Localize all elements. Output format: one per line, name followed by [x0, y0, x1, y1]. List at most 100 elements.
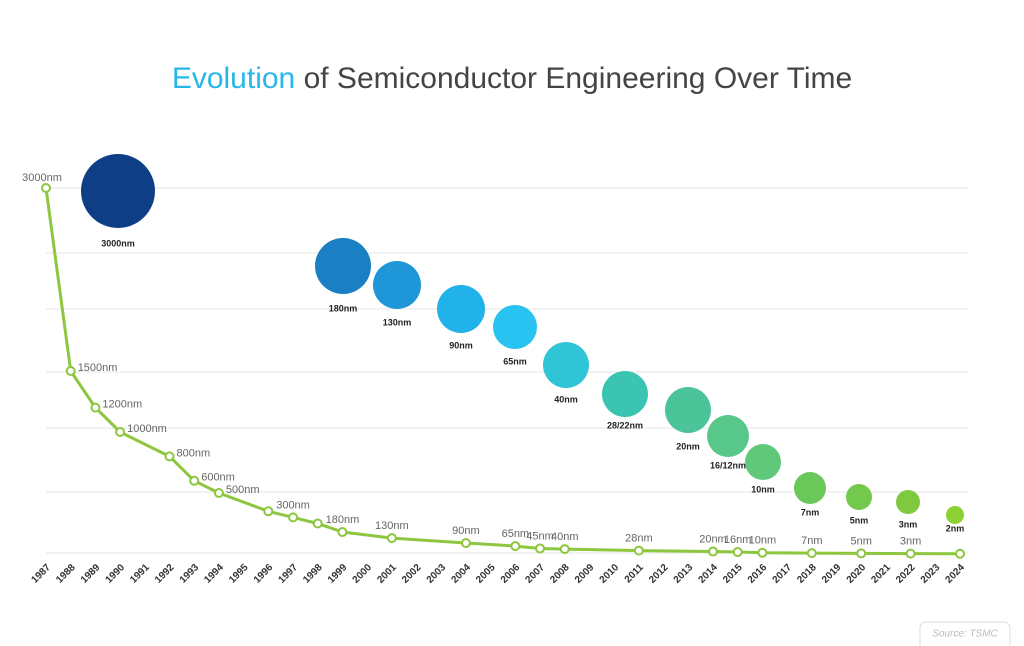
grid [46, 187, 968, 554]
x-tick-label: 2000 [351, 562, 375, 586]
bubble-label: 5nm [850, 515, 869, 525]
x-tick-label: 2009 [573, 562, 597, 586]
value-label: 28nm [625, 532, 653, 544]
x-tick-label: 1994 [202, 562, 226, 586]
bubble [946, 506, 964, 524]
point [263, 506, 274, 517]
x-tick-label: 2015 [721, 562, 745, 586]
x-tick-label: 1996 [252, 562, 276, 586]
point [732, 547, 743, 558]
x-tick-label: 1991 [128, 562, 152, 586]
x-tick-label: 2005 [474, 562, 498, 586]
point [312, 518, 323, 529]
point [65, 366, 76, 376]
bubble-label: 90nm [449, 340, 473, 350]
bubble [846, 484, 872, 510]
x-tick-label: 1998 [301, 562, 325, 586]
point [633, 545, 644, 556]
bubble-label: 130nm [383, 317, 412, 327]
point [535, 543, 546, 554]
value-label: 130nm [375, 520, 409, 532]
x-tick-label: 2016 [746, 562, 770, 586]
point [707, 546, 718, 557]
x-tick-label: 2023 [919, 562, 943, 586]
x-tick-label: 2011 [623, 562, 646, 585]
value-label: 20nm [699, 533, 727, 545]
bubble [896, 490, 920, 514]
source: Source: TSMC [932, 629, 998, 640]
x-tick-label: 2019 [820, 562, 844, 586]
value-label: 65nm [502, 528, 530, 540]
bubble-label: 16/12nm [710, 460, 746, 470]
value-label: 180nm [326, 514, 360, 526]
value-label: 500nm [226, 484, 260, 496]
point [41, 183, 51, 193]
x-tick-label: 2018 [795, 562, 819, 586]
bubble-label: 40nm [554, 394, 578, 404]
x-tick-label: 2024 [943, 562, 967, 586]
bubble-label: 10nm [751, 484, 775, 494]
bubble [665, 387, 711, 433]
bubble-label: 65nm [503, 356, 527, 366]
x-tick-label: 1990 [104, 562, 128, 586]
x-tick-label: 2002 [400, 562, 424, 586]
x-tick-label: 2006 [499, 562, 523, 586]
bubble [602, 371, 648, 417]
bubble [81, 154, 155, 228]
value-label: 1200nm [102, 399, 142, 411]
x-tick-label: 2003 [425, 562, 449, 586]
x-tick-label: 2010 [598, 562, 622, 586]
x-tick-label: 2014 [696, 562, 720, 586]
x-tick-label: 2020 [845, 562, 869, 586]
point [905, 548, 916, 559]
value-label: 800nm [177, 447, 211, 459]
value-label: 3nm [900, 536, 921, 548]
point [337, 527, 348, 538]
bubble-label: 20nm [676, 441, 700, 451]
point [559, 544, 570, 555]
bubble-label: 180nm [329, 303, 358, 313]
point [90, 402, 101, 413]
point [213, 488, 224, 498]
value-label: 1500nm [78, 362, 118, 374]
point [115, 427, 126, 437]
x-tick-label: 2007 [524, 562, 548, 586]
point [806, 548, 817, 559]
value-label: 90nm [452, 525, 480, 537]
x-tick-label: 2012 [647, 562, 671, 586]
bubble [493, 305, 537, 349]
chart-title: Evolution of Semiconductor Engineering O… [172, 62, 852, 95]
x-tick-label: 2008 [548, 562, 572, 586]
value-label: 1000nm [127, 423, 167, 435]
x-tick-label: 2004 [449, 562, 473, 586]
value-label: 40nm [551, 531, 579, 543]
bubble [437, 285, 485, 333]
point [757, 547, 768, 558]
x-tick-label: 1989 [79, 562, 103, 586]
bubble [745, 444, 781, 480]
value-label: 16nm [724, 534, 752, 546]
point [856, 548, 867, 559]
value-label: 45nm [526, 530, 554, 542]
x-tick-label: 2017 [771, 562, 795, 586]
point [288, 512, 299, 523]
bubble [543, 342, 589, 388]
bubble [794, 472, 826, 504]
x-tick-label: 1997 [277, 562, 301, 586]
title-rest: of Semiconductor Engineering Over Time [304, 62, 853, 95]
point [510, 541, 521, 552]
source-box [919, 621, 1011, 646]
bubble-label: 7nm [801, 507, 820, 517]
x-tick-label: 1987 [29, 562, 53, 586]
point [386, 533, 397, 544]
bubble [315, 238, 371, 294]
point [955, 548, 965, 559]
x-tick-label: 1992 [153, 562, 177, 586]
line [44, 187, 961, 556]
x-tick-label: 1999 [326, 562, 350, 586]
value-label: 10nm [749, 535, 777, 547]
x-tick-label: 1993 [178, 562, 202, 586]
title-highlight: Evolution [172, 62, 295, 95]
bubble-label: 3nm [899, 519, 918, 529]
